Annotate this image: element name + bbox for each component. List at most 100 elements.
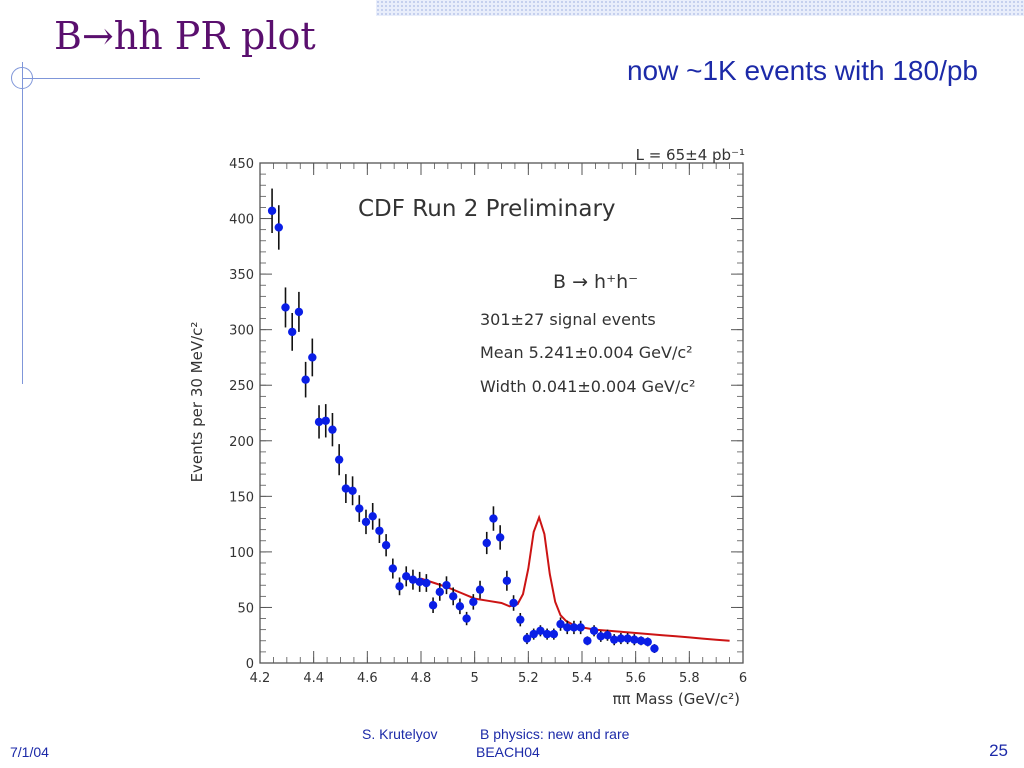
y-tick-label: 300 [229,324,254,339]
data-point [475,585,485,594]
page-number: 25 [989,741,1008,760]
x-tick-label: 4.4 [303,671,324,686]
data-point [509,598,518,608]
slide-title: B→hh PR plot [54,14,316,58]
fit-curve [420,514,730,642]
y-tick-label: 400 [229,213,254,228]
data-point [314,417,324,427]
data-point [294,307,304,317]
data-point [556,619,565,629]
data-point [422,578,431,588]
data-point [308,353,317,362]
x-tick-label: 5.4 [572,671,593,686]
data-point [489,514,498,523]
data-point [502,576,512,585]
data-point [348,486,357,495]
data-point [576,623,585,632]
data-point [603,631,612,640]
x-tick-label: 4.8 [411,671,432,686]
data-point [495,533,505,542]
data-point [469,597,478,607]
data-point [375,526,384,535]
data-point [583,636,592,645]
y-axis-label: Events per 30 MeV/c² [188,322,206,483]
data-point [415,577,424,587]
fit-curve-group [420,514,730,642]
data-point [542,629,552,639]
footer-conference: BEACH04 [476,744,540,760]
y-tick-label: 150 [229,490,254,505]
data-point [589,626,599,635]
data-point [636,636,646,645]
y-tick-label: 450 [229,157,254,172]
data-point [328,425,337,434]
data-point [563,623,572,632]
data-point [388,564,398,573]
fit-info-line: Width 0.041±0.004 GeV/c² [480,377,695,396]
data-point [368,512,377,521]
data-point [529,629,538,639]
data-point [616,634,626,643]
data-point [549,629,559,639]
data-point [610,635,619,644]
data-point [596,632,605,641]
luminosity-label: L = 65±4 pb⁻¹ [636,146,745,164]
data-point [321,416,330,425]
data-point [462,614,471,623]
fit-info-line: 301±27 signal events [480,310,656,329]
top-decorative-band [376,0,1024,16]
data-point [455,602,465,611]
data-point [650,644,659,653]
x-tick-label: 5.2 [518,671,539,686]
data-point [569,623,579,632]
chart-ticks: 4.2 4.4 4.6 4.8 5 5.2 5.4 5.6 5.8 6 0 50 100 150 200 25… [229,157,747,686]
fit-info-line: Mean 5.241±0.004 GeV/c² [480,343,693,362]
data-point [402,572,411,581]
data-points-group [267,188,659,653]
data-point [301,375,310,384]
y-tick-label: 200 [229,435,254,450]
data-point [341,484,351,493]
data-point [281,303,290,312]
y-tick-label: 350 [229,268,254,283]
left-vertical-rule [22,62,23,384]
data-point [408,575,418,584]
data-point [274,223,283,232]
slide-subtitle: now ~1K events with 180/pb [626,55,978,86]
x-tick-label: 5.6 [625,671,646,686]
data-point [428,601,438,610]
decorative-ring-icon [11,67,33,89]
data-point [267,206,277,215]
y-tick-label: 100 [229,546,254,561]
x-tick-label: 5.8 [679,671,700,686]
data-point [395,582,404,591]
data-point [442,581,451,590]
data-point [623,634,632,643]
data-point [381,541,391,550]
data-point [435,587,444,597]
data-point [643,637,652,647]
x-tick-label: 5 [471,671,479,686]
data-point [334,455,344,464]
x-tick-label: 4.2 [250,671,271,686]
y-tick-label: 250 [229,379,254,394]
x-tick-label: 4.6 [357,671,378,686]
data-point [361,517,371,527]
chart-title: CDF Run 2 Preliminary [358,196,616,222]
mass-spectrum-chart: 4.2 4.4 4.6 4.8 5 5.2 5.4 5.6 5.8 6 0 50 100 150 200 25… [188,146,747,708]
title-underline [22,78,200,79]
data-point [288,327,297,337]
footer-talk-title: B physics: new and rare [480,726,630,742]
data-point [536,626,545,635]
data-point [630,635,639,644]
y-tick-label: 50 [237,601,254,616]
data-point [516,615,525,624]
data-point [449,592,458,601]
data-point [522,634,532,643]
data-point [355,504,364,513]
footer-author: S. Krutelyov [362,726,438,742]
footer-date: 7/1/04 [10,744,49,760]
data-point [482,538,491,548]
process-label: B → h⁺h⁻ [553,271,638,293]
y-tick-label: 0 [246,657,254,672]
